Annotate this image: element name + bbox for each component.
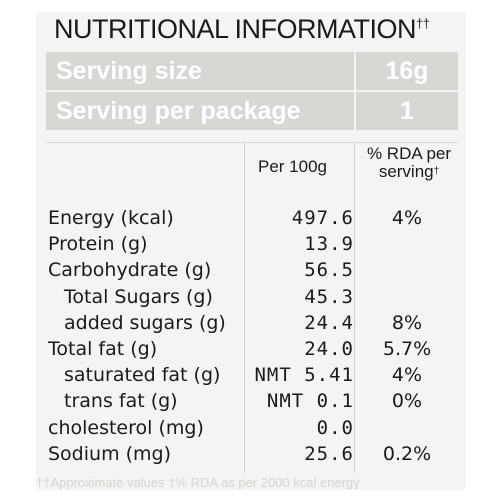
servings-per-package-value: 1 [400,97,414,125]
nutrient-table: Per 100g % RDA per serving† Energy (kcal… [46,142,458,473]
nutrient-rda: 4% [391,207,423,229]
nutrient-row: Total fat (g) 24.0 5.7% [46,336,458,362]
nutrient-row: Total Sugars (g) 45.3 [46,284,458,310]
nutrient-value-per-100g: NMT 5.41 [254,364,354,387]
nutrient-value-per-100g: 24.0 [304,338,354,360]
servings-per-package-separator [354,92,356,130]
footnote: ††Approximate values †% RDA as per 2000 … [36,475,360,490]
nutrient-name: Total fat (g) [48,338,158,360]
label-title: NUTRITIONAL INFORMATION†† [54,14,430,44]
nutrient-value-per-100g: 25.6 [304,442,354,465]
nutrient-name: trans fat (g) [64,390,178,413]
nutrient-rda: 5.7% [382,338,432,360]
servings-per-package-row: Serving per package 1 [46,92,458,130]
nutrient-value-per-100g: NMT 0.1 [266,390,354,413]
nutrient-value-per-100g: 56.5 [304,259,354,282]
column-divider-1 [244,143,245,473]
nutrient-name: Total Sugars (g) [64,285,213,308]
rda-header-line2: serving† [378,162,440,181]
nutrient-value-per-100g: 13.9 [304,233,354,256]
nutrient-value-per-100g: 0.0 [316,416,354,439]
rda-header-line1: % RDA per [366,144,452,163]
nutrient-name: Energy (kcal) [48,207,174,229]
nutrition-label: NUTRITIONAL INFORMATION†† Serving size 1… [36,12,466,490]
rda-header: % RDA per serving† [360,145,458,181]
nutrient-name: cholesterol (mg) [48,416,204,439]
nutrient-row: Protein (g) 13.9 [46,231,458,257]
nutrient-name: saturated fat (g) [64,364,221,387]
rda-mark: † [433,166,440,177]
serving-size-row: Serving size 16g [46,52,458,90]
serving-size-separator [354,52,356,90]
title-mark: †† [416,16,430,31]
nutrient-row: Carbohydrate (g) 56.5 [46,257,458,283]
nutrient-row: Energy (kcal) 497.6 4% [46,205,458,231]
nutrient-name: Protein (g) [48,233,148,256]
nutrient-row: saturated fat (g) NMT 5.41 4% [46,362,458,388]
nutrient-value-per-100g: 497.6 [291,207,354,229]
column-divider-2 [354,143,355,473]
nutrient-row: cholesterol (mg) 0.0 [46,415,458,441]
nutrient-name: added sugars (g) [64,311,226,334]
nutrient-rda: 0% [391,390,423,413]
servings-per-package-label: Serving per package [56,97,301,125]
nutrient-value-per-100g: 45.3 [304,285,354,308]
nutrient-rda: 8% [391,311,423,334]
nutrient-rda: 4% [391,364,423,387]
gray-row-divider [46,90,458,92]
nutrient-value-per-100g: 24.4 [304,311,354,334]
nutrient-name: Carbohydrate (g) [48,259,212,282]
nutrient-name: Sodium (mg) [48,442,172,465]
nutrient-row: added sugars (g) 24.4 8% [46,310,458,336]
serving-size-value: 16g [385,57,429,85]
serving-size-label: Serving size [56,57,202,85]
nutrient-row: Sodium (mg) 25.6 0.2% [46,441,458,467]
nutrient-row: trans fat (g) NMT 0.1 0% [46,388,458,414]
per-100g-header: Per 100g [258,157,327,176]
nutrient-rda: 0.2% [382,442,432,465]
